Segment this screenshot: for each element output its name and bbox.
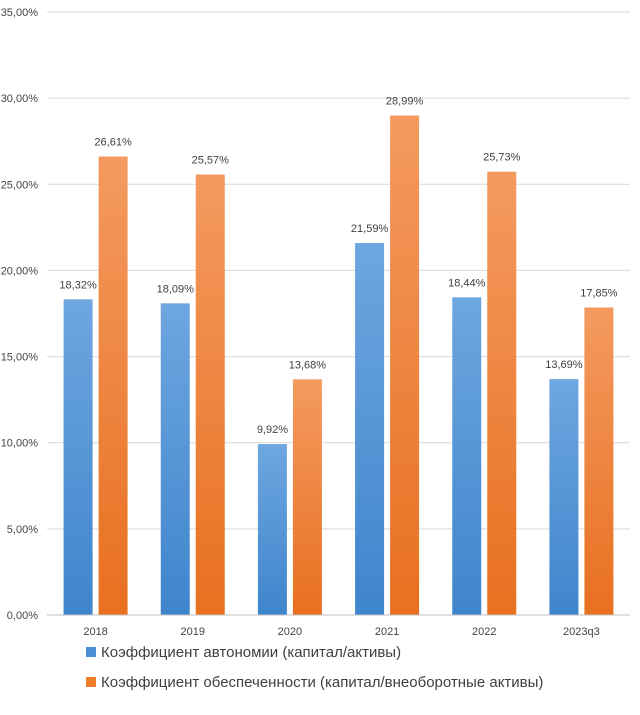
bar-coverage-2018 [98, 156, 128, 615]
y-tick-label: 5,00% [7, 524, 38, 536]
y-tick-label: 15,00% [1, 352, 39, 364]
data-label: 21,59% [351, 223, 389, 235]
legend-swatch [86, 647, 96, 657]
data-labels: 18,32% 26,61% 18,09% 25,57% 9,92% 13,68% 21,59… [59, 96, 617, 437]
data-label: 25,73% [483, 152, 521, 164]
bars [63, 115, 614, 616]
data-label: 18,44% [448, 277, 486, 289]
data-label: 17,85% [580, 287, 618, 299]
y-tick-label: 20,00% [1, 265, 39, 277]
bar-autonomy-2023q3 [549, 379, 579, 615]
axes: 0,00% 5,00% 10,00% 15,00% 20,00% 25,00% 30,00%… [1, 7, 630, 638]
bar-coverage-2022 [487, 171, 517, 615]
data-label: 9,92% [257, 424, 288, 436]
x-tick-label: 2022 [472, 626, 496, 638]
y-tick-label: 35,00% [1, 7, 39, 19]
data-label: 13,68% [289, 359, 327, 371]
data-label: 26,61% [94, 137, 132, 149]
bar-coverage-2021 [390, 115, 420, 616]
bar-autonomy-2019 [160, 303, 190, 615]
y-tick-label: 30,00% [1, 93, 39, 105]
legend-swatch [86, 677, 96, 687]
legend: Коэффициент автономии (капитал/активы) Ко… [86, 644, 543, 691]
y-tick-label: 0,00% [7, 610, 38, 622]
gridlines [47, 11, 630, 530]
x-tick-label: 2019 [181, 626, 205, 638]
bar-coverage-2020 [292, 379, 322, 615]
bar-autonomy-2020 [257, 444, 287, 615]
bar-coverage-2023q3 [584, 307, 614, 615]
y-tick-label: 25,00% [1, 179, 39, 191]
x-tick-label: 2023q3 [563, 626, 600, 638]
bar-coverage-2019 [195, 174, 225, 615]
data-label: 18,32% [59, 279, 97, 291]
data-label: 25,57% [192, 154, 230, 166]
bar-autonomy-2018 [63, 299, 93, 615]
x-tick-label: 2021 [375, 626, 399, 638]
x-tick-label: 2020 [278, 626, 302, 638]
bar-autonomy-2022 [452, 297, 482, 615]
bar-autonomy-2021 [355, 243, 385, 615]
legend-label: Коэффициент автономии (капитал/активы) [101, 644, 401, 661]
y-tick-label: 10,00% [1, 438, 39, 450]
data-label: 18,09% [157, 283, 195, 295]
data-label: 13,69% [545, 359, 583, 371]
legend-label: Коэффициент обеспеченности (капитал/внео… [101, 674, 543, 691]
data-label: 28,99% [386, 96, 424, 108]
x-tick-label: 2018 [83, 626, 107, 638]
